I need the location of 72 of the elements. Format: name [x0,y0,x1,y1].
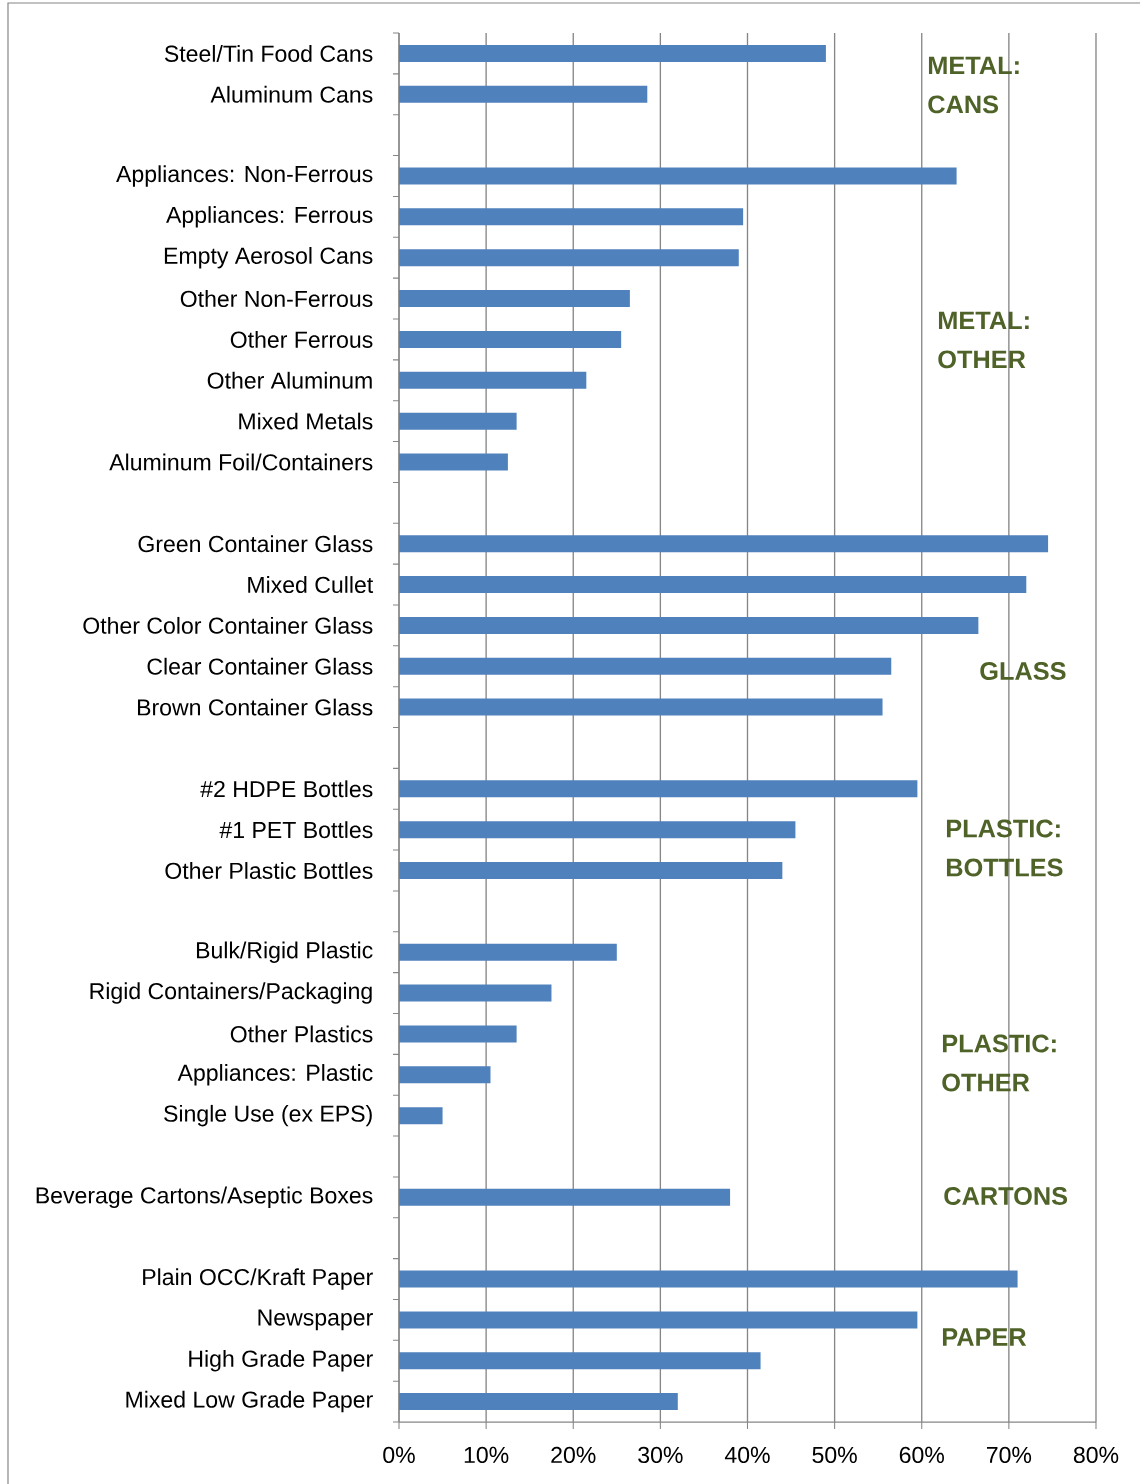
y-tick-label: Brown Container Glass [137,698,373,716]
y-tick-label: Mixed Low Grade Paper [126,1390,373,1413]
y-tick-label: Newspaper [258,1309,373,1331]
y-tick-label: Green Container Glass [138,535,373,553]
bar [399,208,744,226]
bar [399,1393,678,1411]
y-tick-label: Clear Container Glass [147,657,373,675]
y-tick-label: Beverage Cartons/Aseptic Boxes [36,1186,373,1209]
x-tick-label: 80% [1073,1446,1119,1464]
x-tick-label: 30% [638,1446,683,1464]
bar [399,290,630,308]
y-tick-label: Aluminum Cans [210,85,373,103]
y-tick-label: Other Ferrous [230,330,373,348]
y-tick-label: #1 PET Bottles [219,821,373,839]
y-tick-label: Single Use (ex EPS) [164,1104,372,1127]
bar [399,85,648,103]
x-tick-label: 70% [986,1446,1032,1464]
x-tick-label: 50% [812,1446,857,1464]
bar [399,821,796,839]
bar [399,1270,1018,1288]
bar [399,1188,731,1206]
y-tick-label: Mixed Metals [239,412,373,430]
x-tick-label: 0% [383,1446,415,1464]
y-tick-label: Aluminum Foil/Containers [109,453,373,471]
bar [399,412,517,430]
annotation: METAL: OTHER [938,311,1029,369]
y-tick-label: Mixed Cullet [248,576,374,594]
y-tick-label: #2 HDPE Bottles [200,780,373,798]
bar [399,780,918,798]
bar [399,1352,761,1370]
y-tick-label: Bulk/Rigid Plastic [196,941,373,963]
y-tick-label: Appliances: Ferrous [166,206,373,228]
y-tick-label: High Grade Paper [189,1350,373,1372]
bar [399,984,552,1002]
annotation: CARTONS [944,1187,1068,1205]
y-tick-label: Empty Aerosol Cans [164,246,373,269]
bar [399,330,622,348]
annotation: PAPER [942,1328,1027,1346]
x-tick-label: 60% [899,1446,944,1464]
bar [399,616,979,634]
y-tick-label: Other Plastic Bottles [165,862,373,879]
bar [399,576,1027,594]
bar [399,1107,443,1125]
annotation: PLASTIC: BOTTLES [946,819,1063,877]
annotation: PLASTIC: OTHER [942,1034,1056,1092]
y-tick-label: Rigid Containers/Packaging [90,982,372,1004]
x-tick-label: 40% [724,1446,770,1464]
bar [399,371,587,389]
y-tick-label: Other Aluminum [207,371,372,389]
y-tick-label: Appliances: Plastic [177,1064,373,1086]
y-tick-label: Steel/Tin Food Cans [164,44,373,62]
bar [399,535,1049,553]
bar [399,1066,491,1084]
annotation: METAL: CANS [928,56,1019,114]
bar [399,1311,918,1329]
y-tick-label: Other Non-Ferrous [180,290,373,308]
annotation: GLASS [980,662,1066,680]
bar [399,943,617,961]
bar [399,249,739,267]
y-tick-label: Other Plastics [230,1025,373,1043]
bar [399,1025,517,1043]
y-tick-label: Plain OCC/Kraft Paper [143,1268,373,1290]
bar [399,657,892,675]
x-tick-label: 10% [464,1446,509,1464]
x-tick-label: 20% [551,1446,596,1464]
bar [399,167,957,185]
y-tick-label: Other Color Container Glass [83,616,373,634]
y-tick-label: Appliances: Non-Ferrous [116,165,373,187]
bar [399,44,826,62]
bar [399,862,783,880]
bar [399,698,883,716]
bar [399,453,508,471]
